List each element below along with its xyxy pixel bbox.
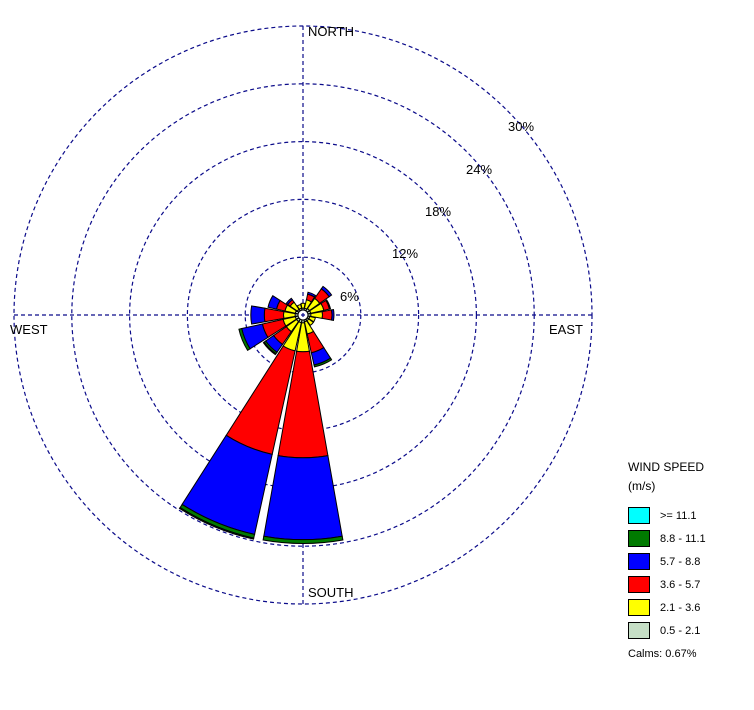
petal-segment-dir270-class3 bbox=[250, 305, 266, 325]
legend-swatch bbox=[628, 622, 650, 639]
petal-segment-dir225-class5 bbox=[262, 341, 277, 356]
grid-ring bbox=[186, 198, 420, 432]
legend-item-8-8-11-1: 8.8 - 11.1 bbox=[628, 527, 752, 550]
petal-segment-dir315-class3 bbox=[285, 297, 294, 306]
ring-label-18: 18% bbox=[425, 204, 451, 219]
ring-label-12: 12% bbox=[392, 246, 418, 261]
legend-items: >= 11.1 8.8 - 11.1 5.7 - 8.8 3.6 - 5.7 2… bbox=[628, 504, 752, 642]
polar-grid bbox=[13, 25, 593, 605]
petal-segment-dir112.5-class1 bbox=[308, 315, 316, 323]
petal-segment-dir180-class3 bbox=[263, 455, 343, 541]
legend-item-ge-11-1: >= 11.1 bbox=[628, 504, 752, 527]
petal-segment-dir67.5-class3 bbox=[325, 299, 332, 310]
petal-segment-dir292.5-class3 bbox=[267, 295, 281, 310]
legend-label: 2.1 - 3.6 bbox=[660, 601, 701, 614]
wind-petals bbox=[178, 285, 344, 544]
petal-segment-dir247.5-class4 bbox=[238, 327, 251, 351]
legend-label: 5.7 - 8.8 bbox=[660, 555, 701, 568]
petal-segment-dir180-class4 bbox=[262, 535, 344, 544]
direction-label-south: SOUTH bbox=[308, 585, 354, 600]
ring-label-6: 6% bbox=[340, 289, 359, 304]
legend-title-line1: WIND SPEED bbox=[628, 460, 705, 474]
petal-segment-dir0-class1 bbox=[300, 302, 306, 309]
legend-swatch bbox=[628, 576, 650, 593]
ring-label-30: 30% bbox=[508, 119, 534, 134]
petal-segment-dir337.5-class1 bbox=[296, 303, 303, 310]
legend-label: 0.5 - 2.1 bbox=[660, 624, 701, 637]
legend-swatch bbox=[628, 553, 650, 570]
petal-segment-dir135-class1 bbox=[306, 318, 315, 327]
legend-swatch bbox=[628, 530, 650, 547]
speed-legend: WIND SPEED (m/s) >= 11.1 8.8 - 11.1 5.7 … bbox=[628, 458, 752, 660]
legend-label: 8.8 - 11.1 bbox=[660, 532, 706, 545]
legend-label: >= 11.1 bbox=[660, 509, 697, 522]
petal-segment-dir22.5-class3 bbox=[307, 291, 317, 298]
legend-title: WIND SPEED (m/s) bbox=[628, 458, 752, 496]
direction-label-east: EAST bbox=[549, 322, 583, 337]
petal-segment-dir90-class3 bbox=[331, 309, 335, 321]
legend-label: 3.6 - 5.7 bbox=[660, 578, 701, 591]
direction-label-west: WEST bbox=[10, 322, 48, 337]
legend-item-0-5-2-1: 0.5 - 2.1 bbox=[628, 619, 752, 642]
legend-swatch bbox=[628, 599, 650, 616]
petal-segment-dir90-class2 bbox=[321, 309, 333, 321]
legend-item-5-7-8-8: 5.7 - 8.8 bbox=[628, 550, 752, 573]
petal-segment-dir157.5-class4 bbox=[313, 357, 333, 368]
legend-swatch bbox=[628, 507, 650, 524]
legend-item-3-6-5-7: 3.6 - 5.7 bbox=[628, 573, 752, 596]
legend-title-line2: (m/s) bbox=[628, 479, 656, 493]
ring-label-24: 24% bbox=[466, 162, 492, 177]
direction-label-north: NORTH bbox=[308, 24, 354, 39]
calms-value: Calms: 0.67% bbox=[628, 648, 697, 660]
petal-segment-dir45-class3 bbox=[320, 285, 333, 298]
petal-segment-dir202.5-class5 bbox=[178, 506, 255, 540]
legend-item-2-1-3-6: 2.1 - 3.6 bbox=[628, 596, 752, 619]
